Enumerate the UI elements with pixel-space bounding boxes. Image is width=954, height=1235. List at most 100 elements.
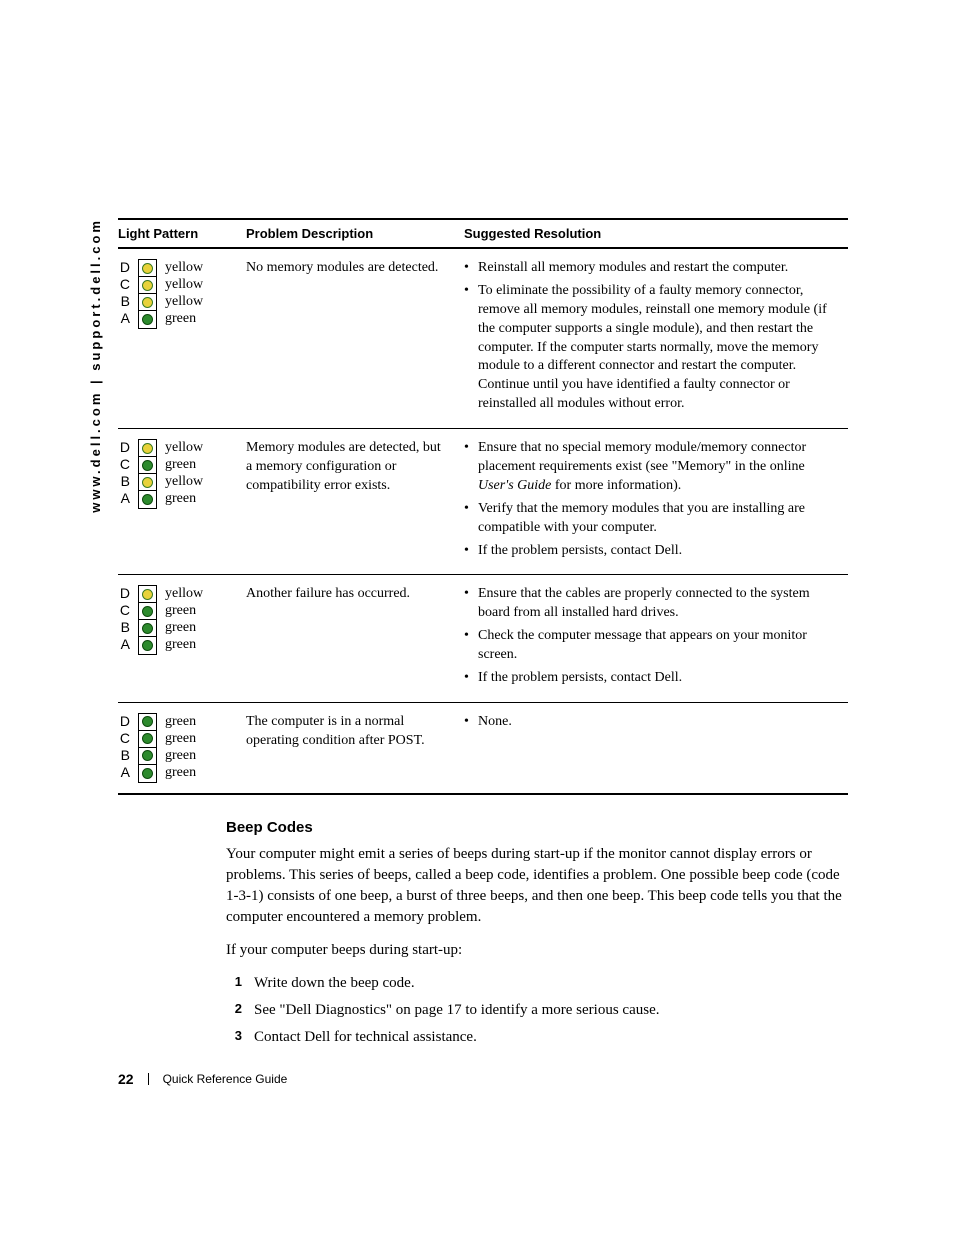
led-letter: D	[118, 259, 130, 276]
led-color-label: green	[165, 747, 196, 764]
led-color-label: green	[165, 713, 196, 730]
suggested-resolution-cell: Ensure that the cables are properly conn…	[464, 575, 848, 702]
beep-codes-heading: Beep Codes	[226, 819, 846, 836]
led-stack	[138, 585, 157, 655]
led-letter: C	[118, 276, 130, 293]
beep-codes-section: Beep Codes Your computer might emit a se…	[226, 819, 846, 1048]
led-stack	[138, 259, 157, 329]
led-color-label: yellow	[165, 293, 203, 310]
led-indicator-icon	[142, 494, 153, 505]
led-indicator-icon	[142, 606, 153, 617]
step-text: Write down the beep code.	[254, 973, 415, 994]
resolution-item: Check the computer message that appears …	[464, 627, 840, 665]
led-letter: B	[118, 619, 130, 636]
light-pattern-cell: DCBAyellowyellowyellowgreen	[118, 248, 246, 429]
led-color-label: green	[165, 490, 203, 507]
led-color-label: yellow	[165, 259, 203, 276]
header-problem-description: Problem Description	[246, 219, 464, 248]
led-letter: A	[118, 636, 130, 653]
table-row: DCBAyellowyellowyellowgreenNo memory mod…	[118, 248, 848, 429]
resolution-item: Ensure that no special memory module/mem…	[464, 439, 840, 496]
footer-title: Quick Reference Guide	[163, 1072, 288, 1086]
led-indicator-icon	[142, 640, 153, 651]
problem-description-cell: No memory modules are detected.	[246, 248, 464, 429]
led-color-label: yellow	[165, 439, 203, 456]
main-content: Light Pattern Problem Description Sugges…	[118, 218, 848, 1054]
beep-codes-paragraph-1: Your computer might emit a series of bee…	[226, 844, 846, 928]
light-pattern-cell: DCBAyellowgreengreengreen	[118, 575, 246, 702]
led-indicator-icon	[142, 589, 153, 600]
led-letter: D	[118, 439, 130, 456]
led-indicator-icon	[142, 733, 153, 744]
problem-description-cell: Memory modules are detected, but a memor…	[246, 429, 464, 575]
light-pattern-cell: DCBAyellowgreenyellowgreen	[118, 429, 246, 575]
led-color-label: green	[165, 764, 196, 781]
led-indicator-icon	[142, 297, 153, 308]
table-row: DCBAyellowgreenyellowgreenMemory modules…	[118, 429, 848, 575]
led-letter: D	[118, 585, 130, 602]
page-footer: 22 Quick Reference Guide	[118, 1071, 287, 1087]
beep-codes-steps: 1 Write down the beep code. 2 See "Dell Dia…	[226, 973, 846, 1048]
led-indicator-icon	[142, 716, 153, 727]
led-letter: C	[118, 602, 130, 619]
step-number: 3	[226, 1027, 242, 1048]
led-indicator-icon	[142, 263, 153, 274]
led-indicator-icon	[142, 750, 153, 761]
step-item: 2 See "Dell Diagnostics" on page 17 to id…	[226, 1000, 846, 1021]
step-item: 1 Write down the beep code.	[226, 973, 846, 994]
led-color-label: yellow	[165, 473, 203, 490]
problem-description-cell: The computer is in a normal operating co…	[246, 702, 464, 794]
resolution-item: To eliminate the possibility of a faulty…	[464, 282, 840, 414]
resolution-item: If the problem persists, contact Dell.	[464, 669, 840, 688]
resolution-item: Ensure that the cables are properly conn…	[464, 585, 840, 623]
led-color-label: yellow	[165, 276, 203, 293]
light-pattern-cell: DCBAgreengreengreengreen	[118, 702, 246, 794]
led-letter: C	[118, 456, 130, 473]
beep-codes-paragraph-2: If your computer beeps during start-up:	[226, 940, 846, 961]
header-suggested-resolution: Suggested Resolution	[464, 219, 848, 248]
footer-divider	[148, 1073, 149, 1085]
led-indicator-icon	[142, 768, 153, 779]
suggested-resolution-cell: None.	[464, 702, 848, 794]
led-color-label: green	[165, 636, 203, 653]
led-indicator-icon	[142, 443, 153, 454]
led-indicator-icon	[142, 460, 153, 471]
problem-description-cell: Another failure has occurred.	[246, 575, 464, 702]
table-row: DCBAyellowgreengreengreenAnother failure…	[118, 575, 848, 702]
resolution-item: None.	[464, 713, 840, 732]
step-text: Contact Dell for technical assistance.	[254, 1027, 477, 1048]
suggested-resolution-cell: Ensure that no special memory module/mem…	[464, 429, 848, 575]
led-indicator-icon	[142, 477, 153, 488]
page-number: 22	[118, 1071, 134, 1087]
led-letter: D	[118, 713, 130, 730]
led-color-label: green	[165, 602, 203, 619]
led-indicator-icon	[142, 623, 153, 634]
led-color-label: green	[165, 730, 196, 747]
table-row: DCBAgreengreengreengreenThe computer is …	[118, 702, 848, 794]
resolution-item: Reinstall all memory modules and restart…	[464, 259, 840, 278]
led-letter: B	[118, 473, 130, 490]
step-number: 1	[226, 973, 242, 994]
led-color-label: green	[165, 619, 203, 636]
led-indicator-icon	[142, 280, 153, 291]
step-number: 2	[226, 1000, 242, 1021]
resolution-item: Verify that the memory modules that you …	[464, 500, 840, 538]
led-color-label: yellow	[165, 585, 203, 602]
led-letter: C	[118, 730, 130, 747]
led-color-label: green	[165, 310, 203, 327]
step-item: 3 Contact Dell for technical assistance.	[226, 1027, 846, 1048]
header-light-pattern: Light Pattern	[118, 219, 246, 248]
suggested-resolution-cell: Reinstall all memory modules and restart…	[464, 248, 848, 429]
led-color-label: green	[165, 456, 203, 473]
led-indicator-icon	[142, 314, 153, 325]
led-letter: B	[118, 747, 130, 764]
led-letter: B	[118, 293, 130, 310]
led-stack	[138, 713, 157, 783]
led-letter: A	[118, 310, 130, 327]
diagnostic-lights-table: Light Pattern Problem Description Sugges…	[118, 218, 848, 795]
led-stack	[138, 439, 157, 509]
step-text: See "Dell Diagnostics" on page 17 to ide…	[254, 1000, 659, 1021]
led-letter: A	[118, 490, 130, 507]
resolution-item: If the problem persists, contact Dell.	[464, 542, 840, 561]
sidebar-url-text: www.dell.com | support.dell.com	[88, 218, 103, 513]
